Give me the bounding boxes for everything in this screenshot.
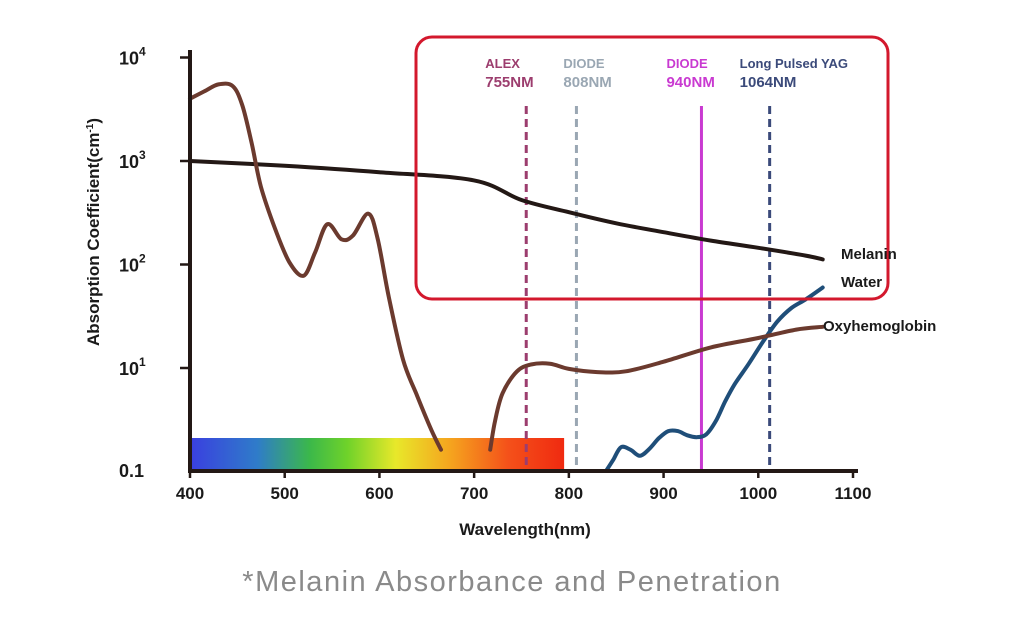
series-group [188, 81, 825, 472]
laser-name-1: DIODE [563, 56, 605, 71]
x-tick-label-1100: 1100 [835, 484, 872, 503]
laser-wavelength-2: 940NM [666, 74, 714, 91]
y-ticks-group: 0.1 101 102 103 104 [119, 45, 190, 481]
laser-name-3: Long Pulsed YAG [740, 56, 848, 71]
laser-highlight-box [414, 35, 890, 301]
laser-wavelength-1: 808NM [563, 74, 611, 91]
series-oxyhemoglobin-line-0 [188, 81, 443, 452]
laser-name-0: ALEX [485, 56, 520, 71]
x-tick-label-900: 900 [649, 484, 677, 503]
y-axis-label: Absorption Coefficient(cm-1) [84, 118, 103, 346]
y-tick-label-10: 101 [119, 355, 146, 379]
series-label-water: Water [841, 274, 882, 291]
y-tick-label-1000: 103 [119, 148, 146, 172]
series-oxyhemoglobin-line-1 [488, 324, 825, 452]
laser-wavelength-0: 755NM [485, 74, 533, 91]
x-tick-label-600: 600 [365, 484, 393, 503]
chart-caption: *Melanin Absorbance and Penetration [242, 566, 782, 598]
series-water-line [604, 285, 825, 472]
series-melanin-line [188, 159, 825, 262]
x-tick-label-800: 800 [555, 484, 583, 503]
laser-labels-group: ALEX 755NM DIODE 808NM DIODE 940NM Long Pulsed… [485, 56, 848, 91]
x-tick-label-1000: 1000 [739, 484, 777, 503]
y-tick-label-0.1: 0.1 [119, 461, 144, 481]
laser-wavelength-3: 1064NM [740, 74, 797, 91]
x-tick-label-500: 500 [271, 484, 299, 503]
y-tick-label-10000: 104 [119, 45, 146, 69]
series-label-oxyhemoglobin: Oxyhemoglobin [823, 318, 936, 335]
x-ticks-group: 400 500 600 700 800 900 1000 1100 [176, 471, 872, 503]
y-tick-label-100: 102 [119, 252, 146, 276]
x-tick-label-400: 400 [176, 484, 204, 503]
x-tick-label-700: 700 [460, 484, 488, 503]
series-label-melanin: Melanin [841, 246, 897, 263]
x-axis-label: Wavelength(nm) [459, 520, 591, 539]
series-labels-group: Melanin Water Oxyhemoglobin [823, 246, 936, 335]
laser-lines-group [524, 106, 772, 470]
visible-spectrum-band [190, 438, 565, 471]
laser-name-2: DIODE [666, 56, 708, 71]
